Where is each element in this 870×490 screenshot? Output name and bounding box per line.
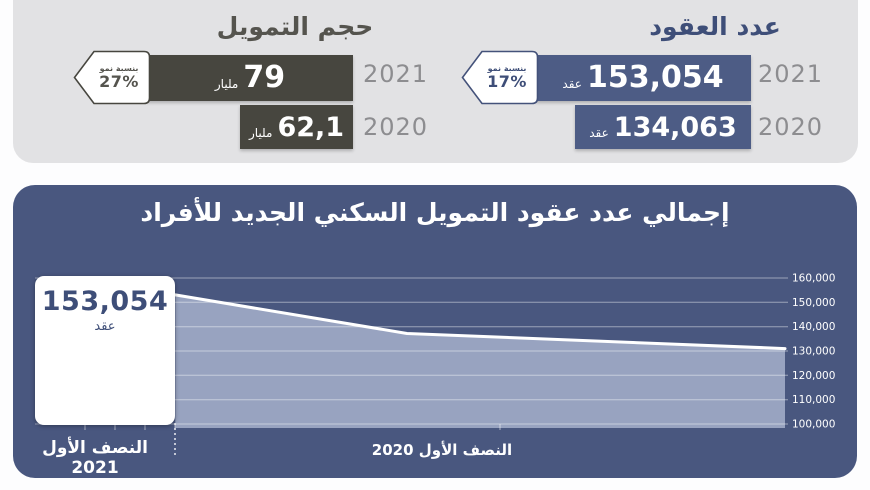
chart-title: إجمالي عدد عقود التمويل السكني الجديد لل… (140, 198, 730, 227)
contracts-trend-panel: إجمالي عدد عقود التمويل السكني الجديد لل… (13, 185, 857, 478)
financing-unit-2020: مليار (248, 126, 273, 140)
svg-text:150,000: 150,000 (792, 297, 835, 309)
x-axis-label-2021: النصف الأول 2021 (42, 438, 148, 478)
x-axis-label-2020: النصف الأول 2020 (371, 441, 513, 459)
contracts-value-2021: 153,054 (586, 60, 724, 95)
svg-text:140,000: 140,000 (792, 321, 835, 333)
summary-panel: عدد العقود 2021 153,054 عقد بنسبة نمو 17… (13, 0, 858, 163)
financing-value-2021: 79 (243, 60, 286, 95)
svg-text:120,000: 120,000 (792, 370, 835, 382)
contracts-title: عدد العقود (649, 12, 781, 41)
svg-text:110,000: 110,000 (792, 394, 835, 406)
svg-text:100,000: 100,000 (792, 419, 835, 431)
contracts-growth-label: بنسبة نمو (487, 63, 527, 73)
contracts-year-2020: 2020 (758, 113, 824, 141)
financing-title: حجم التمويل (216, 12, 374, 41)
financing-bar-2020: 62,1 مليار (240, 105, 353, 149)
contracts-unit-2021: عقد (562, 77, 582, 91)
financing-bar-2021: 79 مليار (147, 55, 353, 101)
contracts-value-2020: 134,063 (613, 111, 737, 143)
svg-text:160,000: 160,000 (792, 273, 835, 285)
financing-unit-2021: مليار (214, 77, 239, 91)
contracts-bar-2020: 134,063 عقد (575, 105, 751, 149)
financing-growth-value: 27% (99, 71, 139, 91)
contracts-bar-2021: 153,054 عقد (535, 55, 751, 101)
contracts-growth-badge: بنسبة نمو 17% (460, 49, 540, 106)
arrow-badge-icon (73, 50, 151, 105)
arrow-badge-icon (461, 50, 539, 105)
chart-annotation-box: 153,054 عقد (35, 276, 175, 425)
financing-value-2020: 62,1 (277, 111, 345, 143)
chart-annotation-value: 153,054 (41, 286, 169, 317)
contracts-growth-value: 17% (487, 71, 527, 91)
contracts-unit-2020: عقد (589, 126, 609, 140)
chart-annotation-unit: عقد (94, 319, 116, 334)
financing-growth-label: بنسبة نمو (99, 63, 139, 73)
financing-year-2021: 2021 (363, 60, 429, 88)
financing-year-2020: 2020 (363, 113, 429, 141)
financing-growth-badge: بنسبة نمو 27% (72, 49, 152, 106)
contracts-year-2021: 2021 (758, 60, 824, 88)
svg-text:130,000: 130,000 (792, 346, 835, 358)
